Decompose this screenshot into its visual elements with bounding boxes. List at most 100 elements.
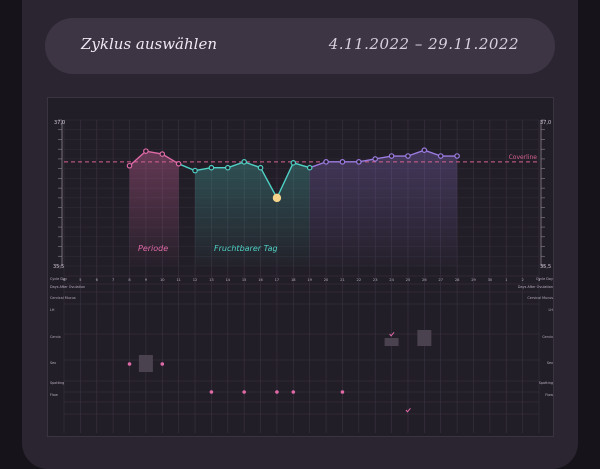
- temperature-point: [421, 147, 428, 153]
- flow-marker: [160, 362, 165, 366]
- cycle-day-number: 17: [275, 278, 280, 282]
- temperature-point: [323, 159, 329, 165]
- temperature-point: [454, 153, 460, 159]
- cycle-day-number: 11: [176, 278, 181, 282]
- cycle-day-number: 14: [226, 278, 231, 282]
- cycle-day-number: 3: [538, 278, 540, 282]
- temperature-point: [175, 161, 182, 167]
- row-label-right: LH: [549, 308, 554, 312]
- flow-marker: [340, 390, 345, 394]
- series-segment: [161, 153, 180, 165]
- series-segment: [259, 167, 278, 199]
- chart-areas: [129, 150, 458, 266]
- temperature-point: [372, 156, 379, 162]
- cycle-day-number: 29: [471, 278, 476, 282]
- cycle-selector-title: Zyklus auswählen: [81, 35, 217, 53]
- row-label-right: Flow: [545, 393, 553, 397]
- cycle-day-number: 28: [455, 278, 460, 282]
- row-label-right: Cycle Day: [536, 277, 553, 281]
- y-label-bottom-left: 35,5: [53, 264, 64, 270]
- row-label-left: Sex: [50, 361, 56, 365]
- cycle-day-number: 1: [505, 278, 507, 282]
- temperature-point: [257, 164, 264, 171]
- row-label-left: LH: [50, 308, 55, 312]
- cycle-day-number: 9: [145, 278, 148, 282]
- cycle-selector[interactable]: Zyklus auswählen 4.11.2022 – 29.11.2022: [45, 18, 555, 74]
- series-segment: [276, 162, 294, 199]
- fertile-label: Fruchtbarer Tag: [214, 244, 278, 253]
- flow-marker: [209, 390, 214, 394]
- cycle-day-number: 22: [357, 278, 362, 282]
- flow-marker: [275, 390, 279, 394]
- row-label-right: Cervix: [542, 335, 553, 339]
- cycle-day-number: 4: [63, 278, 66, 282]
- temperature-point: [388, 153, 395, 159]
- series-segment: [178, 163, 196, 172]
- cycle-day-number: 6: [96, 278, 99, 282]
- series-segment: [293, 162, 310, 169]
- series-segment: [129, 150, 147, 167]
- temperature-point: [356, 159, 362, 165]
- cycle-day-number: 30: [488, 278, 493, 282]
- row-label-left: Cervix: [50, 335, 61, 339]
- ovulation-point: [272, 193, 282, 203]
- cycle-day-number: 8: [128, 278, 131, 282]
- row-label-right: Cervical Mucus: [527, 296, 553, 300]
- temperature-chart[interactable]: Coverline 37,0 35,5 37,0 35,5 Periode Fr…: [47, 97, 554, 437]
- cycle-date-range: 4.11.2022 – 29.11.2022: [328, 35, 519, 53]
- cycle-day-number: 2: [521, 278, 523, 282]
- cycle-day-number: 24: [389, 278, 394, 282]
- temperature-point: [241, 159, 247, 165]
- check-icon: [389, 331, 395, 337]
- temperature-point: [159, 151, 166, 157]
- y-label-bottom-right: 35,5: [540, 264, 551, 270]
- series-segment: [424, 149, 441, 157]
- temperature-point: [405, 153, 411, 159]
- cycle-day-number: 27: [438, 278, 443, 282]
- tracking-rows: 4 5 6 7 8 9 10 11 12 13 14 15 16 17 18 19 20 21 22 23 24 25 26…: [50, 275, 554, 415]
- row-label-left: Cervical Mucus: [50, 296, 76, 300]
- cycle-day-number: 26: [422, 278, 427, 282]
- period-label: Periode: [138, 244, 168, 253]
- spotting-block: [138, 355, 153, 372]
- temperature-point: [306, 164, 313, 171]
- check-icon: [405, 407, 411, 413]
- series-segment: [227, 161, 245, 169]
- temperature-point: [290, 160, 297, 166]
- temperature-point: [143, 148, 149, 154]
- temperature-point: [126, 162, 133, 169]
- row-label-right: Spotting: [539, 381, 553, 385]
- row-label-left: Days After Ovulation: [50, 285, 85, 289]
- cycle-day-number: 13: [209, 278, 214, 282]
- cycle-day-number: 21: [340, 278, 345, 282]
- cycle-day-number: 12: [193, 278, 198, 282]
- coverline-label: Coverline: [509, 154, 538, 161]
- period-area: [129, 151, 179, 266]
- y-label-top-left: 37,0: [54, 120, 65, 126]
- cycle-day-number: 19: [307, 278, 312, 282]
- cycle-day-number: 10: [160, 278, 165, 282]
- row-label-left: Spotting: [50, 381, 64, 385]
- cycle-day-number: 7: [112, 278, 114, 282]
- temperature-point: [224, 164, 231, 171]
- cycle-day-number: 16: [258, 278, 263, 282]
- row-label-left: Flow: [50, 393, 58, 397]
- row-label-right: Days After Ovulation: [518, 285, 553, 289]
- y-label-top-right: 37,0: [540, 120, 551, 126]
- cycle-day-number: 5: [79, 278, 81, 282]
- temperature-series: [126, 147, 460, 203]
- cycle-day-number: 18: [291, 278, 296, 282]
- cycle-day-number: 15: [242, 278, 247, 282]
- flow-marker: [242, 390, 246, 394]
- chart-svg: Coverline 37,0 35,5 37,0 35,5 Periode Fr…: [50, 119, 554, 433]
- series-segment: [243, 161, 261, 169]
- post-fertile-area: [309, 150, 458, 266]
- row-label-right: Sex: [547, 361, 553, 365]
- cycle-day-number: 20: [324, 278, 329, 282]
- series-segment: [407, 149, 425, 157]
- row-label-left: Cycle Day: [50, 277, 67, 281]
- cervix-block: [384, 338, 399, 346]
- temperature-point: [339, 159, 346, 165]
- flow-marker: [291, 390, 296, 394]
- fertile-area: [195, 161, 310, 266]
